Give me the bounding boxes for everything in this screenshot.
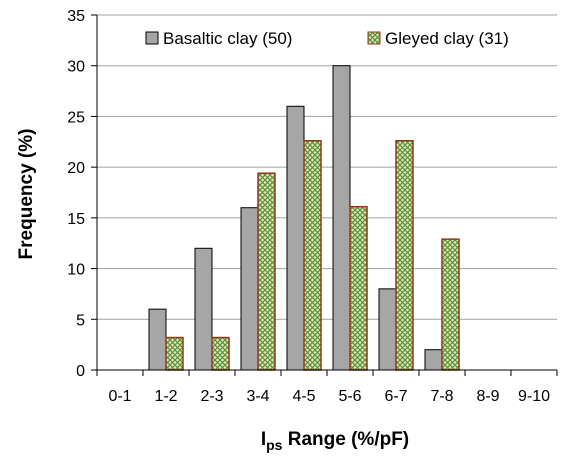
bar-gleyed-2-3 xyxy=(211,336,230,371)
y-tick-label: 0 xyxy=(76,363,85,380)
y-tick-label: 35 xyxy=(67,8,85,25)
y-tick-label: 30 xyxy=(67,59,85,76)
bars xyxy=(148,65,460,371)
x-tick-label: 0-1 xyxy=(108,388,131,405)
bar-basaltic-1-2 xyxy=(148,308,167,371)
gridlines xyxy=(97,14,557,320)
x-tick-label: 8-9 xyxy=(476,388,499,405)
bar-basaltic-6-7 xyxy=(378,288,397,371)
bar-gleyed-5-6 xyxy=(349,205,368,371)
x-tick-label: 3-4 xyxy=(246,388,269,405)
bar-gleyed-6-7 xyxy=(395,140,414,371)
bar-gleyed-4-5 xyxy=(303,140,322,371)
x-axis-title-subscript: ps xyxy=(266,437,283,453)
x-tick-label: 4-5 xyxy=(292,388,315,405)
bar-gleyed-7-8 xyxy=(441,238,460,371)
y-tick-label: 25 xyxy=(67,109,85,126)
bar-basaltic-3-4 xyxy=(240,207,259,371)
y-tick-label: 5 xyxy=(76,312,85,329)
legend-swatch-gleyed xyxy=(367,31,381,45)
bar-basaltic-5-6 xyxy=(332,65,351,371)
legend-label-basaltic: Basaltic clay (50) xyxy=(163,29,292,48)
x-axis-title-main: I xyxy=(261,429,266,450)
legend-swatch-basaltic xyxy=(145,31,159,45)
x-tick-label: 1-2 xyxy=(154,388,177,405)
y-tick-label: 10 xyxy=(67,262,85,279)
x-tick-label: 6-7 xyxy=(384,388,407,405)
bar-gleyed-3-4 xyxy=(257,172,276,371)
y-tick-label: 20 xyxy=(67,160,85,177)
y-axis-title: Frequency (%) xyxy=(16,129,37,260)
bar-basaltic-4-5 xyxy=(286,105,305,371)
y-tick-labels: 0 5 10 15 20 25 30 35 xyxy=(67,8,97,380)
x-tick-label: 2-3 xyxy=(200,388,223,405)
legend-label-gleyed: Gleyed clay (31) xyxy=(385,29,509,48)
x-axis-title: Ips Range (%/pF) xyxy=(261,429,409,453)
x-tick-labels: 0-1 1-2 2-3 3-4 4-5 5-6 6-7 7-8 8-9 9-10 xyxy=(96,370,558,405)
x-axis-title-rest: Range (%/pF) xyxy=(282,429,409,450)
x-tick-label: 7-8 xyxy=(430,388,453,405)
y-tick-label: 15 xyxy=(67,211,85,228)
bar-basaltic-7-8 xyxy=(424,349,443,371)
legend: Basaltic clay (50) Gleyed clay (31) xyxy=(145,29,509,48)
bar-gleyed-1-2 xyxy=(165,336,184,371)
x-tick-label: 5-6 xyxy=(338,388,361,405)
x-tick-label: 9-10 xyxy=(518,388,550,405)
bar-basaltic-2-3 xyxy=(194,247,213,371)
